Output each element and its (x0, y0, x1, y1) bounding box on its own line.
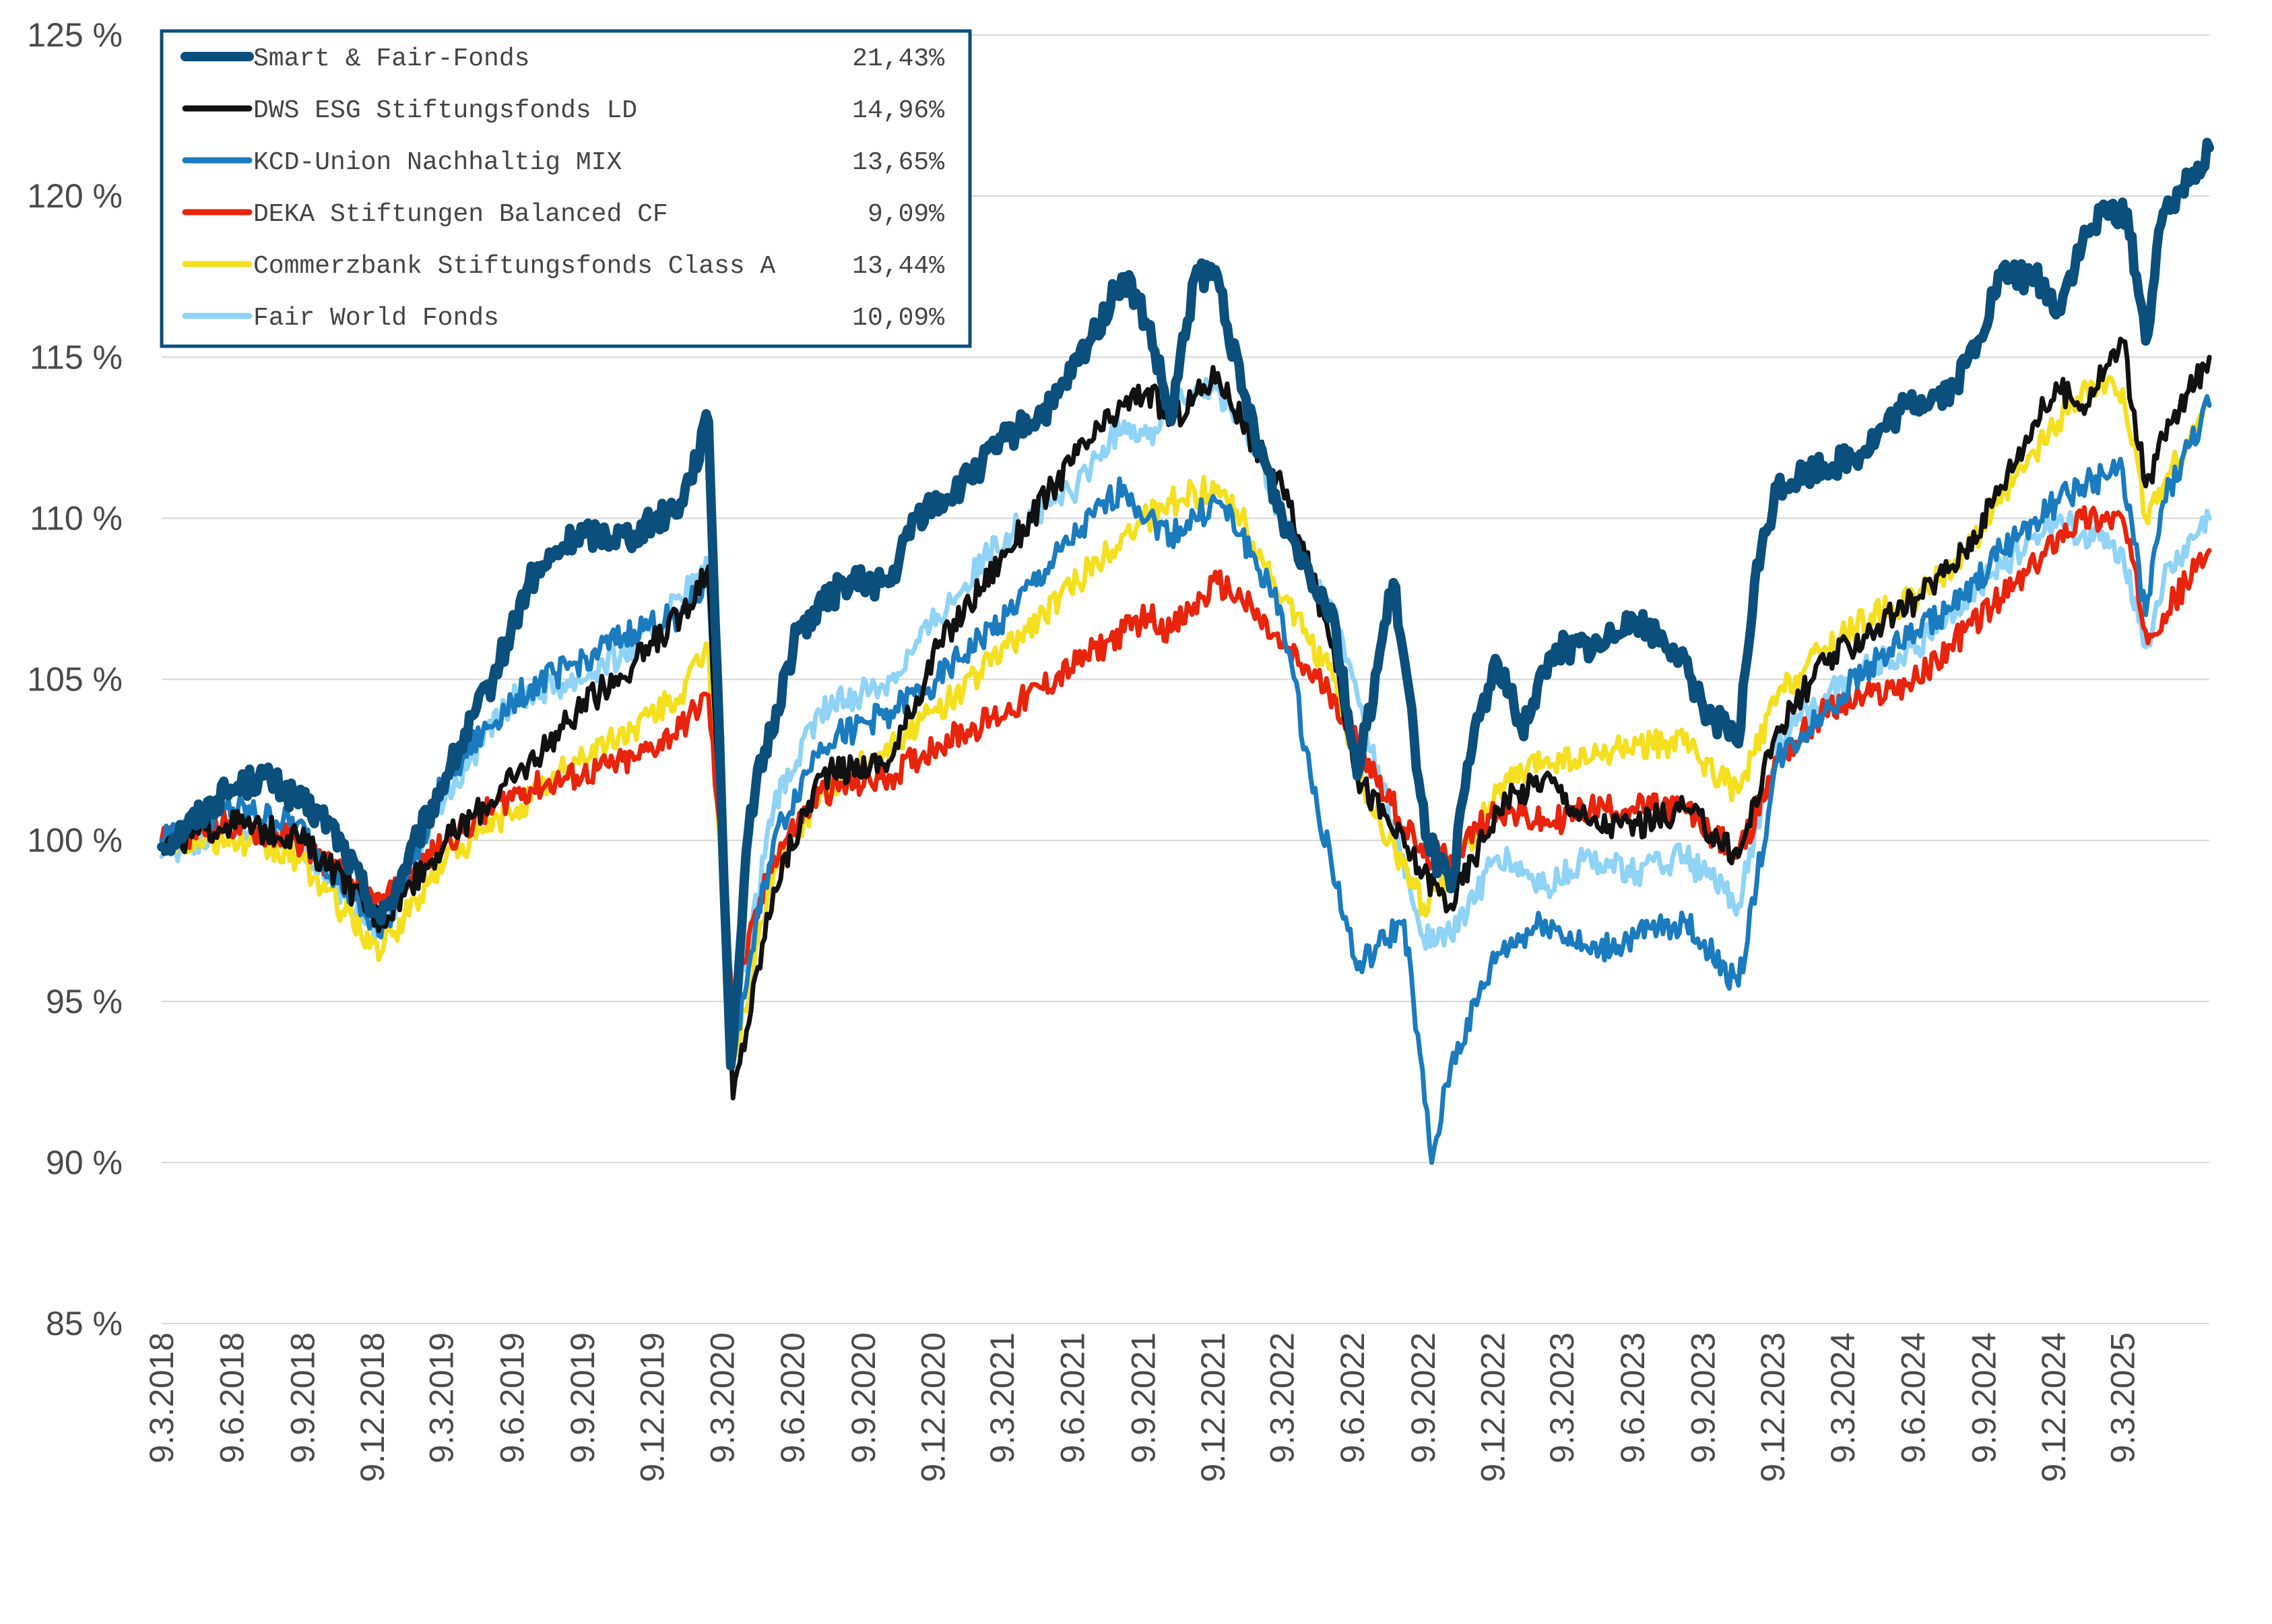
series-line (159, 505, 2212, 1004)
legend-series-value: 9,09% (868, 200, 944, 229)
x-tick-label: 9.12.2020 (914, 1332, 952, 1482)
x-tick-label: 9.6.2024 (1895, 1332, 1933, 1464)
x-tick-label: 9.3.2021 (983, 1332, 1021, 1464)
x-tick-label: 9.3.2020 (703, 1332, 741, 1464)
x-tick-label: 9.12.2022 (1474, 1332, 1512, 1482)
x-tick-label: 9.9.2019 (564, 1332, 602, 1464)
series-line (157, 137, 2214, 1071)
x-tick-label: 9.3.2018 (143, 1332, 181, 1464)
legend-series-name: Commerzbank Stiftungsfonds Class A (253, 252, 776, 281)
y-tick-label: 95 % (46, 983, 123, 1020)
y-tick-label: 120 % (27, 177, 123, 215)
legend-series-value: 13,44% (852, 252, 944, 281)
legend-series-name: Smart & Fair-Fonds (253, 44, 529, 73)
x-tick-label: 9.3.2025 (2104, 1332, 2141, 1464)
x-tick-label: 9.9.2020 (845, 1332, 882, 1464)
series-line (159, 394, 2212, 1165)
x-tick-label: 9.3.2022 (1263, 1332, 1301, 1464)
legend-series-name: KCD-Union Nachhaltig MIX (253, 148, 622, 177)
x-tick-label: 9.6.2018 (214, 1332, 251, 1464)
x-tick-label: 9.9.2018 (284, 1332, 321, 1464)
x-tick-label: 9.12.2018 (354, 1332, 391, 1482)
x-tick-label: 9.9.2021 (1124, 1332, 1162, 1464)
x-tick-label: 9.3.2023 (1543, 1332, 1581, 1464)
legend: Smart & Fair-Fonds 21,43% DWS ESG Stiftung… (160, 29, 972, 348)
series-line (159, 377, 2212, 1037)
x-tick-label: 9.12.2021 (1194, 1332, 1232, 1482)
y-tick-label: 125 % (27, 16, 123, 54)
x-tick-label: 9.6.2022 (1334, 1332, 1371, 1464)
legend-series-name: DWS ESG Stiftungsfonds LD (253, 96, 637, 125)
x-tick-label: 9.6.2019 (493, 1332, 531, 1464)
x-tick-label: 9.3.2019 (423, 1332, 461, 1464)
x-tick-label: 9.6.2021 (1054, 1332, 1092, 1464)
x-tick-label: 9.9.2024 (1965, 1332, 2003, 1464)
y-tick-label: 105 % (27, 661, 123, 699)
x-tick-label: 9.9.2023 (1685, 1332, 1722, 1464)
x-tick-label: 9.12.2024 (2035, 1332, 2073, 1482)
series-line (159, 336, 2212, 1101)
legend-series-name: DEKA Stiftungen Balanced CF (253, 200, 668, 229)
series-lines (157, 137, 2214, 1165)
legend-series-value: 14,96% (852, 96, 944, 125)
x-tick-label: 9.6.2020 (774, 1332, 812, 1464)
x-tick-label: 9.6.2023 (1614, 1332, 1652, 1464)
x-tick-label: 9.9.2022 (1404, 1332, 1442, 1464)
legend-box (160, 29, 972, 348)
legend-series-value: 13,65% (852, 148, 944, 177)
x-axis-tick-labels: 9.3.2018 9.6.2018 9.9.2018 9.12.2018 9.3.201… (143, 1332, 2141, 1482)
y-tick-label: 90 % (46, 1144, 123, 1181)
x-tick-label: 9.3.2024 (1824, 1332, 1862, 1464)
y-tick-label: 85 % (46, 1305, 123, 1342)
x-tick-label: 9.12.2019 (634, 1332, 672, 1482)
gridlines (162, 34, 2209, 1324)
legend-series-value: 10,09% (852, 304, 944, 333)
y-axis-tick-labels: 85 % 90 % 95 % 100 % 105 % 110 % 115 % 120 % 125… (27, 16, 123, 1342)
y-tick-label: 115 % (30, 338, 123, 376)
x-tick-label: 9.12.2023 (1754, 1332, 1792, 1482)
legend-series-name: Fair World Fonds (253, 304, 499, 333)
y-tick-label: 110 % (30, 499, 123, 537)
y-tick-label: 100 % (27, 822, 123, 859)
legend-series-value: 21,43% (852, 44, 944, 73)
